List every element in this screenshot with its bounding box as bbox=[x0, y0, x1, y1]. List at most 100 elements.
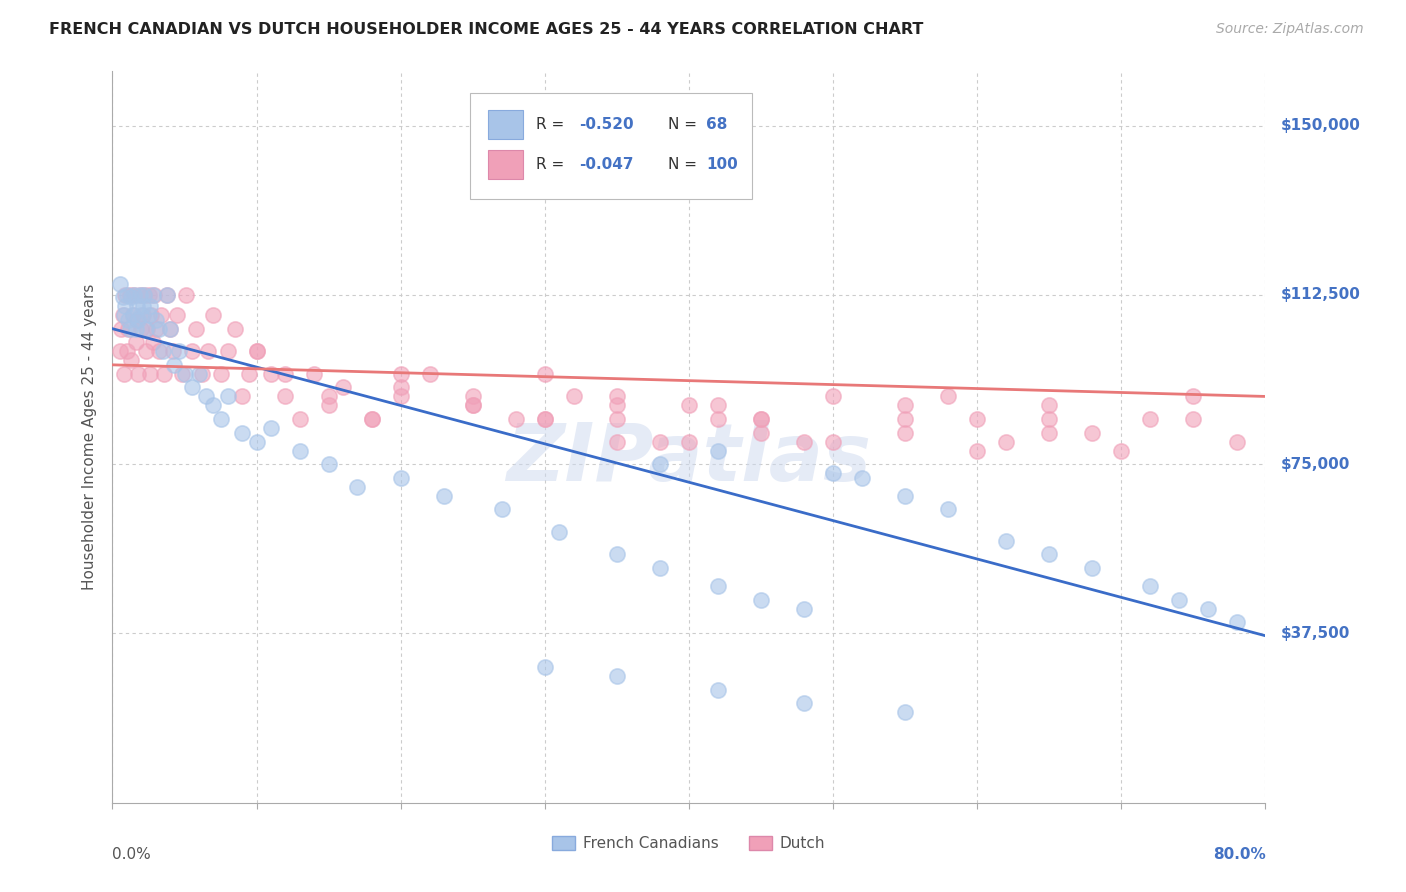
Point bbox=[209, 412, 232, 426]
Point bbox=[142, 335, 165, 350]
Point bbox=[118, 288, 141, 302]
Text: N =: N = bbox=[668, 117, 702, 132]
Point bbox=[1139, 412, 1161, 426]
Y-axis label: Householder Income Ages 25 - 44 years: Householder Income Ages 25 - 44 years bbox=[82, 284, 97, 591]
Point bbox=[152, 344, 174, 359]
FancyBboxPatch shape bbox=[488, 150, 523, 179]
Point bbox=[180, 344, 202, 359]
Point bbox=[678, 434, 700, 449]
Point bbox=[127, 367, 149, 381]
Point bbox=[548, 524, 571, 539]
Point bbox=[121, 308, 143, 322]
Point bbox=[122, 288, 145, 302]
Point bbox=[121, 308, 143, 322]
Point bbox=[260, 421, 283, 435]
FancyBboxPatch shape bbox=[470, 94, 752, 200]
Point bbox=[894, 425, 917, 440]
Point bbox=[136, 322, 159, 336]
Point bbox=[195, 389, 218, 403]
Point bbox=[145, 312, 167, 326]
Point bbox=[966, 412, 988, 426]
Point bbox=[851, 471, 873, 485]
Point bbox=[707, 399, 730, 413]
Point bbox=[156, 288, 179, 302]
Point bbox=[125, 312, 148, 326]
Point bbox=[1038, 425, 1060, 440]
Point bbox=[1038, 412, 1060, 426]
Point bbox=[749, 425, 772, 440]
Point bbox=[120, 353, 142, 368]
Point bbox=[505, 412, 527, 426]
Point bbox=[115, 344, 138, 359]
Point bbox=[246, 434, 269, 449]
Point bbox=[606, 669, 628, 683]
Point bbox=[112, 367, 135, 381]
Point bbox=[1111, 443, 1133, 458]
Point bbox=[202, 308, 225, 322]
Text: N =: N = bbox=[668, 157, 702, 172]
Point bbox=[209, 367, 232, 381]
Point bbox=[153, 367, 176, 381]
Legend: French Canadians, Dutch: French Canadians, Dutch bbox=[547, 830, 831, 857]
Point bbox=[124, 322, 146, 336]
Point bbox=[606, 548, 628, 562]
Point bbox=[111, 290, 134, 304]
Text: Source: ZipAtlas.com: Source: ZipAtlas.com bbox=[1216, 22, 1364, 37]
Point bbox=[120, 290, 142, 304]
Point bbox=[134, 288, 156, 302]
Point bbox=[260, 367, 283, 381]
Point bbox=[346, 480, 368, 494]
Point bbox=[274, 389, 297, 403]
Point bbox=[184, 322, 207, 336]
Point bbox=[197, 344, 219, 359]
Point bbox=[678, 399, 700, 413]
Point bbox=[433, 489, 456, 503]
Point bbox=[117, 322, 139, 336]
Point bbox=[238, 367, 260, 381]
Point bbox=[114, 288, 136, 302]
Text: $150,000: $150,000 bbox=[1281, 118, 1360, 133]
Point bbox=[135, 344, 157, 359]
Point bbox=[112, 308, 135, 322]
Point bbox=[318, 457, 340, 471]
Point bbox=[936, 389, 959, 403]
FancyBboxPatch shape bbox=[488, 110, 523, 139]
Point bbox=[491, 502, 513, 516]
Point bbox=[606, 399, 628, 413]
Point bbox=[115, 288, 138, 302]
Point bbox=[1081, 425, 1104, 440]
Point bbox=[1038, 548, 1060, 562]
Point bbox=[159, 322, 181, 336]
Point bbox=[122, 288, 145, 302]
Point bbox=[246, 344, 269, 359]
Point bbox=[793, 601, 815, 615]
Point bbox=[749, 592, 772, 607]
Point bbox=[125, 299, 148, 313]
Point bbox=[108, 344, 131, 359]
Point bbox=[180, 380, 202, 394]
Point bbox=[111, 308, 134, 322]
Point bbox=[217, 344, 239, 359]
Text: R =: R = bbox=[536, 157, 568, 172]
Point bbox=[966, 443, 988, 458]
Point bbox=[224, 322, 246, 336]
Point bbox=[129, 322, 153, 336]
Point bbox=[117, 312, 139, 326]
Point bbox=[606, 434, 628, 449]
Point bbox=[150, 308, 173, 322]
Point bbox=[1182, 389, 1205, 403]
Point bbox=[650, 457, 672, 471]
Point bbox=[707, 579, 730, 593]
Text: ZIPatlas: ZIPatlas bbox=[506, 420, 872, 498]
Point bbox=[231, 389, 253, 403]
Point bbox=[389, 389, 412, 403]
Point bbox=[650, 561, 672, 575]
Point bbox=[148, 344, 170, 359]
Point bbox=[821, 389, 844, 403]
Point bbox=[894, 399, 917, 413]
Point bbox=[793, 434, 815, 449]
Point bbox=[389, 471, 412, 485]
Point bbox=[163, 358, 186, 372]
Point bbox=[419, 367, 441, 381]
Point bbox=[707, 682, 730, 697]
